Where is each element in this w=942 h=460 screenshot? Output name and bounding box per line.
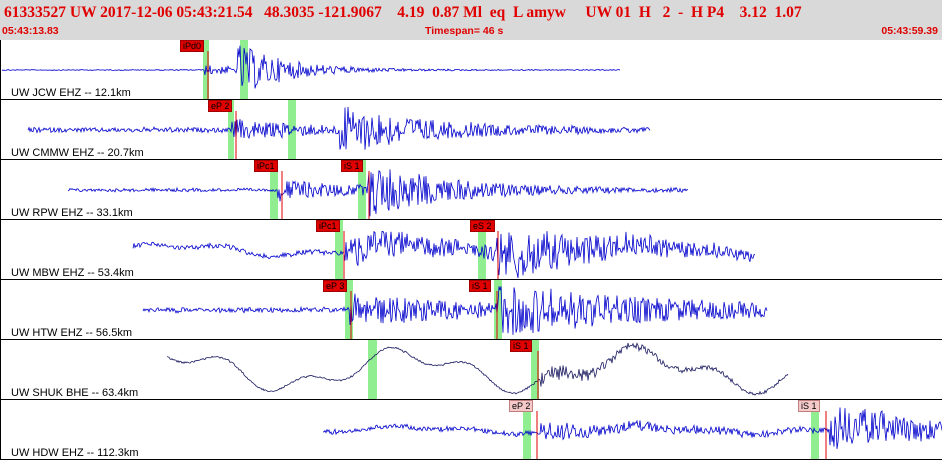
waveform-trace — [132, 230, 755, 279]
pick-htw-s[interactable]: iS 1 — [469, 280, 491, 292]
pick-hdw-s[interactable]: iS 1 — [798, 400, 820, 412]
waveform-trace — [67, 169, 689, 217]
seismogram-panels[interactable]: UW JCW EHZ -- 12.1km UW CMMW EHZ -- 20.7… — [0, 40, 942, 460]
pick-mbw-s[interactable]: eS 2 — [470, 220, 495, 232]
channel-label-rpw: UW RPW EHZ -- 33.1km — [11, 207, 133, 219]
pick-window — [270, 160, 278, 220]
waveform-trace — [1, 45, 621, 89]
pick-jcw-p[interactable]: iPd0 — [180, 40, 205, 52]
pick-window — [494, 280, 502, 340]
pick-cmmw-p[interactable]: eP 2 — [208, 100, 233, 112]
waveform-trace — [322, 407, 942, 449]
pick-rpw-p[interactable]: iPc1 — [254, 160, 278, 172]
waveform-canvas[interactable] — [0, 40, 942, 460]
event-header: 61333527 UW 2017-12-06 05:43:21.54 48.30… — [0, 0, 942, 40]
waveform-trace — [27, 106, 651, 150]
channel-label-jcw: UW JCW EHZ -- 12.1km — [11, 87, 131, 99]
pick-window — [335, 220, 343, 280]
waveform-trace — [142, 286, 768, 335]
pick-rpw-s[interactable]: iS 1 — [341, 160, 363, 172]
channel-label-cmmw: UW CMMW EHZ -- 20.7km — [11, 147, 144, 159]
channel-label-mbw: UW MBW EHZ -- 53.4km — [11, 267, 134, 279]
time-end-label: 05:43:59.39 — [881, 25, 938, 37]
channel-label-htw: UW HTW EHZ -- 56.5km — [11, 327, 132, 339]
channel-label-shuk: UW SHUK BHE -- 63.4km — [11, 387, 139, 399]
waveform-trace — [166, 342, 789, 396]
channel-label-hdw: UW HDW EHZ -- 112.3km — [11, 447, 139, 459]
event-info-line: 61333527 UW 2017-12-06 05:43:21.54 48.30… — [4, 4, 802, 21]
pick-window — [478, 220, 486, 280]
pick-hdw-p[interactable]: eP 2 — [509, 400, 534, 412]
pick-mbw-p[interactable]: iPc1 — [316, 220, 340, 232]
pick-window — [240, 40, 248, 100]
pick-window — [358, 160, 366, 220]
timespan-label: Timespan= 46 s — [425, 25, 504, 37]
pick-htw-p[interactable]: eP 3 — [323, 280, 348, 292]
time-start-label: 05:43:13.83 — [2, 25, 59, 37]
pick-window — [523, 400, 531, 460]
pick-shuk-s[interactable]: iS 1 — [510, 340, 532, 352]
pick-window — [203, 40, 209, 100]
pick-window — [368, 340, 377, 400]
pick-window — [531, 340, 539, 400]
